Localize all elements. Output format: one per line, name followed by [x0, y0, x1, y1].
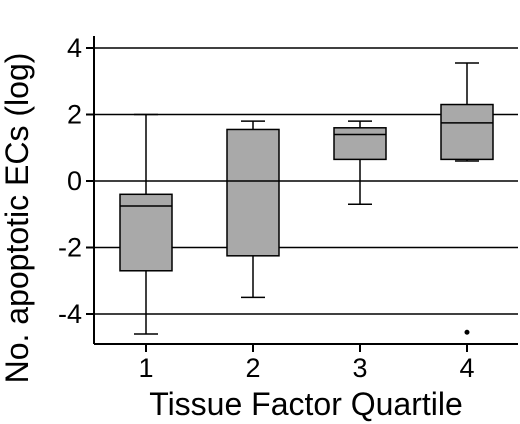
iqr-box	[119, 193, 173, 272]
x-tick-label: 2	[245, 353, 260, 383]
iqr-box	[226, 128, 280, 257]
box-quartile-4	[440, 62, 494, 335]
y-tick-labels: 4 2 0 -2 -4	[58, 33, 82, 329]
y-tick-label: 0	[67, 166, 82, 196]
box-quartile-1	[119, 113, 173, 335]
y-tick-label: 4	[67, 33, 82, 63]
y-tick-label: -4	[58, 299, 82, 329]
x-axis-label: Tissue Factor Quartile	[149, 386, 463, 422]
boxes	[119, 62, 494, 335]
x-tick-labels: 1 2 3 4	[138, 353, 474, 383]
y-tick-label: -2	[58, 233, 82, 263]
box-quartile-2	[226, 120, 280, 299]
iqr-box	[333, 127, 387, 161]
outlier-point	[464, 329, 470, 335]
y-tick-label: 2	[67, 100, 82, 130]
axes	[86, 36, 518, 352]
x-tick-label: 3	[352, 353, 367, 383]
x-tick-label: 1	[138, 353, 153, 383]
iqr-box	[440, 103, 494, 161]
x-tick-label: 4	[459, 353, 474, 383]
box-quartile-3	[333, 120, 387, 206]
y-axis-label: No. apoptotic ECs (log)	[0, 53, 35, 384]
grid-lines	[94, 47, 518, 315]
